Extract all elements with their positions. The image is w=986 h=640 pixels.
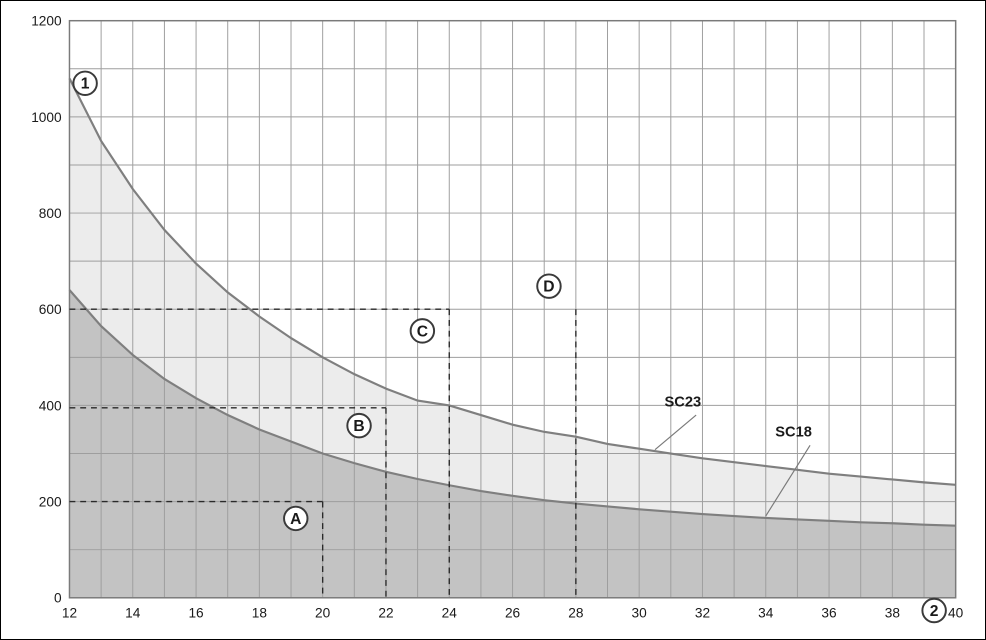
x-tick-label: 32 — [695, 605, 710, 620]
x-tick-label: 36 — [821, 605, 837, 620]
x-tick-label: 12 — [62, 605, 77, 620]
label-sc18: SC18 — [775, 425, 812, 441]
y-tick-label: 1000 — [31, 110, 62, 125]
x-tick-label: 26 — [505, 605, 521, 620]
callout-label-A: A — [290, 511, 301, 528]
callout-label-C: C — [417, 323, 428, 340]
chart-frame: SC23SC1812141618202224262830323436384002… — [0, 0, 986, 640]
callout-label-D: D — [543, 279, 554, 296]
x-tick-label: 20 — [315, 605, 331, 620]
x-tick-label: 40 — [948, 605, 964, 620]
x-tick-label: 34 — [758, 605, 774, 620]
leader-sc23 — [655, 415, 696, 450]
callout-label-B: B — [353, 418, 364, 435]
callout-label-axis-1: 1 — [81, 76, 90, 93]
y-tick-label: 200 — [39, 494, 62, 509]
x-tick-label: 38 — [885, 605, 901, 620]
x-tick-label: 16 — [188, 605, 204, 620]
label-sc23: SC23 — [664, 394, 701, 410]
x-tick-label: 30 — [632, 605, 648, 620]
y-tick-label: 800 — [39, 206, 62, 221]
y-tick-label: 0 — [54, 591, 62, 606]
y-tick-label: 400 — [39, 398, 62, 413]
callout-label-axis-2: 2 — [930, 603, 939, 620]
x-tick-label: 24 — [442, 605, 458, 620]
y-tick-label: 1200 — [31, 14, 62, 29]
y-tick-label: 600 — [39, 302, 62, 317]
x-tick-label: 14 — [125, 605, 141, 620]
x-tick-label: 22 — [378, 605, 393, 620]
chart-svg: SC23SC1812141618202224262830323436384002… — [7, 7, 979, 633]
x-tick-label: 28 — [568, 605, 584, 620]
x-tick-label: 18 — [252, 605, 268, 620]
